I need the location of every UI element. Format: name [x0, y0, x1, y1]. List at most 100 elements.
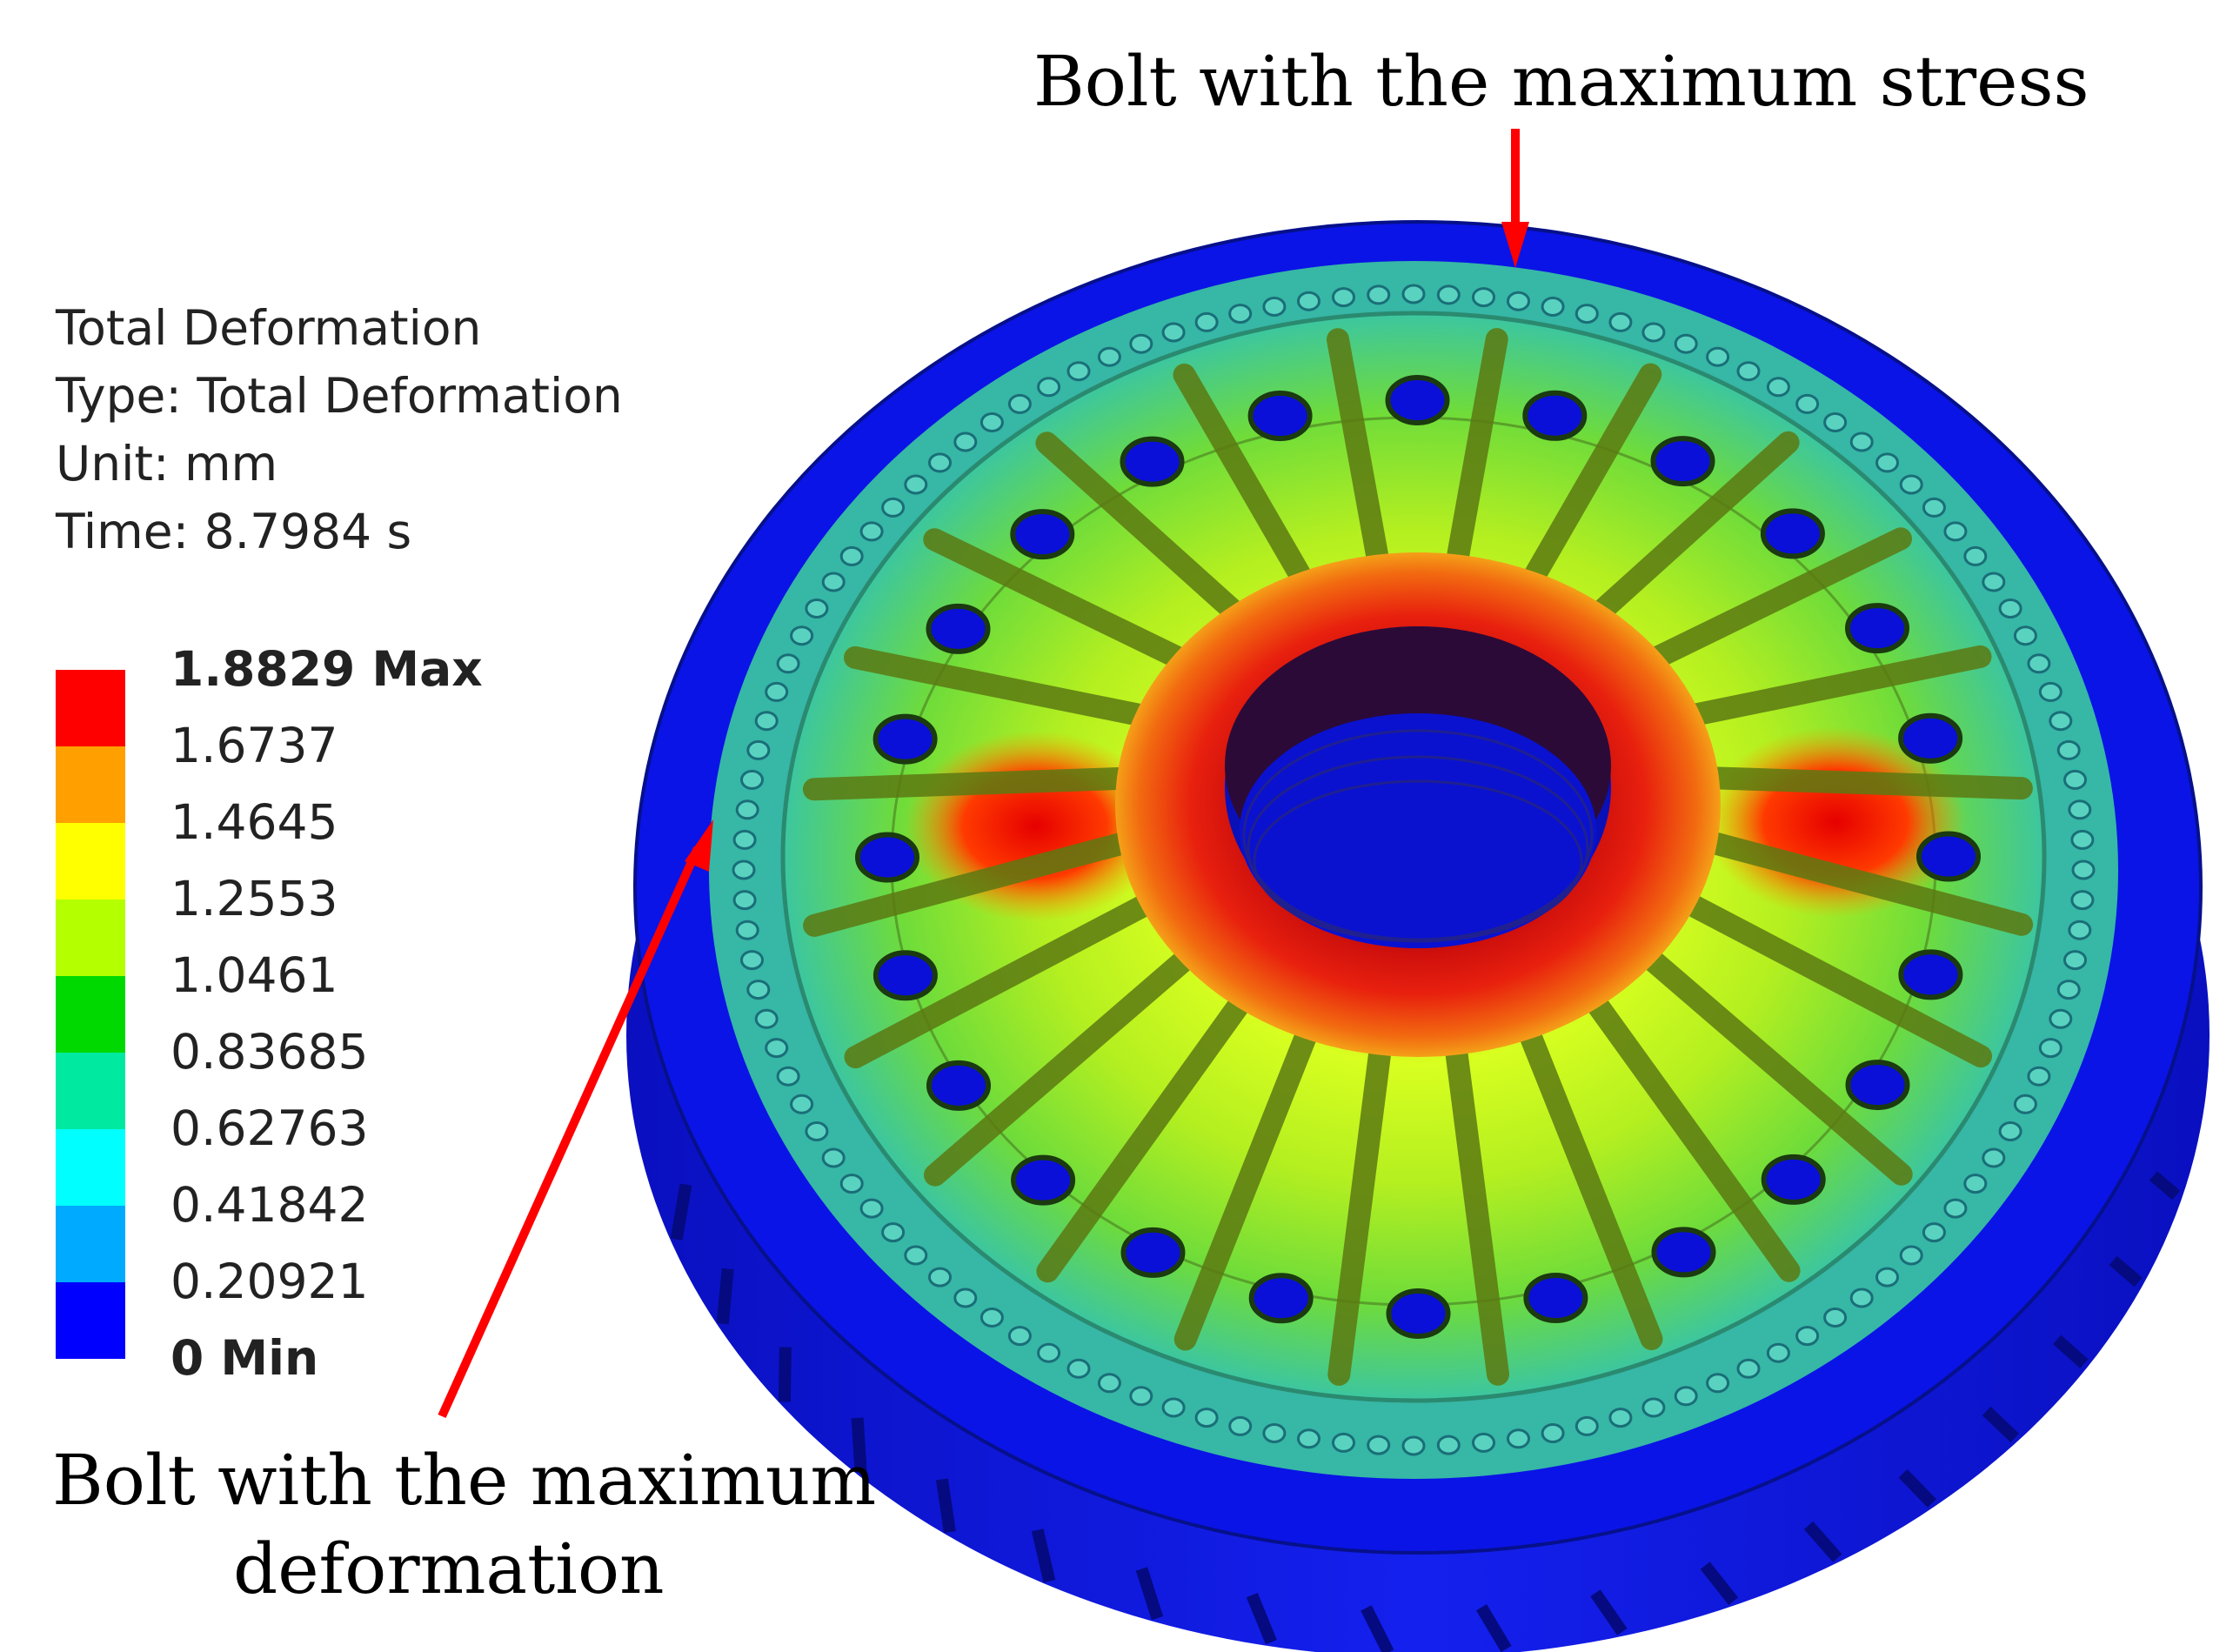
bolt — [1795, 1326, 1820, 1347]
bolt — [928, 452, 952, 473]
rim-tooth — [2149, 1171, 2181, 1201]
bolt — [1129, 333, 1153, 354]
bolt — [1472, 287, 1495, 308]
rim-tooth — [1700, 1562, 1739, 1606]
bolt — [1963, 1174, 1988, 1194]
rim-tooth — [1590, 1589, 1628, 1635]
bolt — [1297, 291, 1320, 311]
legend-label: 1.0461 — [170, 947, 338, 1003]
bolt — [859, 1198, 884, 1219]
bolt — [2056, 739, 2081, 760]
hole — [1011, 1154, 1076, 1206]
bolt — [790, 625, 814, 646]
legend-label: 1.8829 Max — [170, 641, 483, 697]
hole — [855, 832, 919, 883]
bolt — [928, 1267, 952, 1287]
bolt — [1472, 1432, 1495, 1453]
bolt — [732, 829, 757, 850]
mounting-holes — [855, 375, 1981, 1339]
bolt — [1641, 322, 1666, 343]
legend-swatch — [56, 1206, 125, 1282]
bolt — [1608, 1408, 1633, 1428]
bolt — [746, 980, 771, 1000]
rib — [1516, 1019, 1663, 1351]
bolt — [2056, 980, 2081, 1000]
hole — [1120, 436, 1185, 487]
bolt — [904, 1245, 928, 1266]
bolt — [1262, 1423, 1287, 1443]
bolt — [2013, 1094, 2037, 1114]
bolt — [1823, 1308, 1848, 1328]
hole — [1650, 436, 1715, 487]
label-max-stress: Bolt with the maximum stress — [1033, 41, 2089, 122]
bolt — [1575, 304, 1599, 324]
legend-swatch — [56, 823, 125, 900]
bolt — [1849, 431, 1874, 452]
rim-tooth — [1898, 1468, 1936, 1508]
bolt — [1541, 297, 1565, 317]
bolt — [1766, 1342, 1790, 1363]
result-type: Type: Total Deformation — [56, 368, 623, 424]
bolt — [1823, 412, 1848, 432]
bolt — [1194, 1408, 1219, 1428]
bolt — [1367, 1435, 1391, 1455]
bolt — [1641, 1397, 1666, 1418]
hole — [1248, 1273, 1314, 1324]
bolt — [805, 599, 829, 619]
bolt — [1963, 545, 1988, 566]
bolt — [740, 769, 764, 790]
bolt — [1608, 311, 1633, 332]
bolt-ring — [732, 284, 2096, 1456]
bolt — [1401, 1435, 1426, 1456]
rib — [1036, 987, 1255, 1283]
hole — [1760, 508, 1825, 559]
hole — [872, 950, 938, 1001]
bolt — [754, 1008, 779, 1029]
bolt — [1706, 346, 1730, 367]
hole — [1845, 603, 1909, 654]
rim-teeth — [670, 1171, 2181, 1652]
bolt — [1674, 333, 1698, 354]
legend-swatch — [56, 670, 125, 746]
bolt — [2027, 653, 2051, 674]
legend-swatch — [56, 976, 125, 1053]
hole — [1523, 1273, 1588, 1323]
rib — [1634, 527, 1912, 675]
hole — [1916, 831, 1981, 882]
rib — [1691, 828, 2034, 936]
bolt — [2049, 711, 2073, 732]
rib — [844, 645, 1164, 729]
hole — [1522, 390, 1588, 441]
hole — [872, 713, 938, 765]
bolt — [1037, 377, 1061, 398]
bolt — [1736, 1358, 1761, 1379]
hole — [1898, 949, 1963, 1000]
bolt — [1037, 1342, 1061, 1363]
label-max-deformation-line2: deformation — [233, 1528, 665, 1609]
bolt — [979, 412, 1004, 432]
bolt — [1575, 1415, 1599, 1436]
rib — [1672, 889, 1992, 1068]
rib — [803, 829, 1145, 937]
bolt — [1097, 346, 1121, 367]
legend-label: 0 Min — [170, 1330, 319, 1386]
bolt — [2013, 625, 2037, 646]
rim-tooth — [1246, 1592, 1277, 1645]
rib — [844, 889, 1165, 1069]
bolt — [732, 890, 757, 911]
result-time: Time: 8.7984 s — [56, 504, 412, 559]
legend-label: 1.2553 — [170, 871, 338, 926]
result-title: Total Deformation — [56, 300, 482, 356]
rim-tooth — [1031, 1528, 1056, 1583]
bolt — [1943, 1198, 1968, 1219]
bolt — [776, 1066, 800, 1087]
rib — [1581, 987, 1801, 1282]
bolt — [732, 859, 756, 880]
bolt — [2038, 681, 2063, 702]
bolt — [1401, 284, 1426, 304]
rib — [924, 943, 1202, 1187]
rib — [1671, 645, 1992, 729]
bolt — [1766, 377, 1790, 398]
rim-tooth — [778, 1347, 792, 1402]
hole — [1386, 1288, 1451, 1339]
